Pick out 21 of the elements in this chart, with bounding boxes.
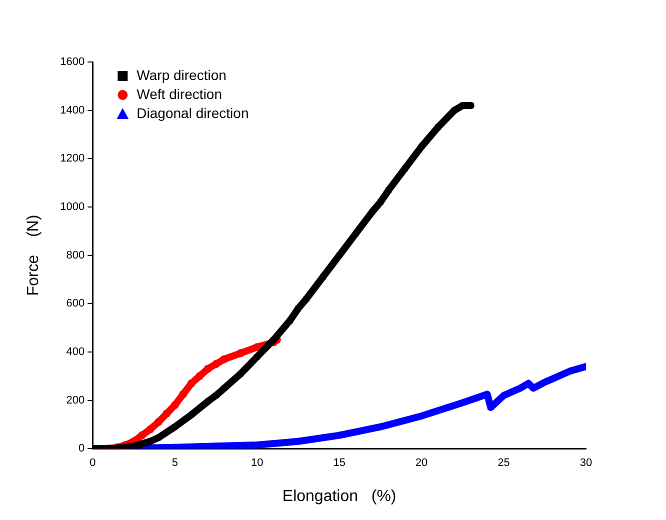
x-tick-label: 25 xyxy=(498,457,510,470)
y-tick-label: 1400 xyxy=(60,104,85,116)
y-tick-label: 0 xyxy=(78,442,85,455)
x-tick-label: 15 xyxy=(333,457,346,470)
x-axis-title: Elongation (%) xyxy=(282,488,396,505)
x-tick-label: 10 xyxy=(250,457,264,470)
y-tick-label: 600 xyxy=(66,298,85,310)
y-tick-label: 200 xyxy=(66,394,85,406)
legend-label: Weft direction xyxy=(136,86,222,102)
y-tick-label: 1600 xyxy=(60,56,85,68)
x-tick-label: 30 xyxy=(580,457,592,470)
y-tick-label: 1000 xyxy=(60,201,85,214)
y-tick-label: 400 xyxy=(66,346,85,358)
x-tick-label: 20 xyxy=(415,457,428,470)
y-tick-label: 1200 xyxy=(60,152,85,165)
legend-label: Diagonal direction xyxy=(136,104,249,121)
y-axis-title: Force (N) xyxy=(25,214,42,296)
y-tick-label: 800 xyxy=(66,249,85,262)
x-tick-label: 5 xyxy=(172,457,178,470)
legend-label: Warp direction xyxy=(136,66,226,83)
x-tick-label: 0 xyxy=(90,457,96,470)
